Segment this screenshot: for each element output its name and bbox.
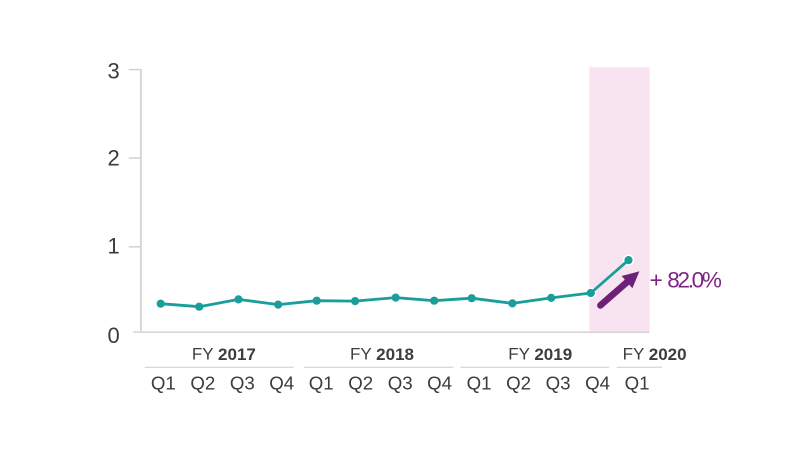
svg-text:FY 2020: FY 2020 xyxy=(623,345,687,364)
svg-text:FY 2019: FY 2019 xyxy=(508,345,572,364)
svg-text:3: 3 xyxy=(108,59,120,84)
svg-text:Q4: Q4 xyxy=(427,373,452,394)
svg-text:Q2: Q2 xyxy=(348,373,373,394)
svg-text:Q3: Q3 xyxy=(388,373,413,394)
svg-text:+: + xyxy=(650,268,663,293)
svg-text:Q1: Q1 xyxy=(151,373,176,394)
svg-text:Q1: Q1 xyxy=(467,373,492,394)
svg-text:Q1: Q1 xyxy=(625,373,650,394)
svg-text:Q1: Q1 xyxy=(309,373,334,394)
svg-text:Q4: Q4 xyxy=(269,373,294,394)
svg-text:1: 1 xyxy=(108,234,120,259)
svg-text:FY 2018: FY 2018 xyxy=(350,345,414,364)
svg-text:Q2: Q2 xyxy=(190,373,215,394)
svg-text:FY 2017: FY 2017 xyxy=(192,345,256,364)
svg-text:2: 2 xyxy=(108,145,120,170)
svg-text:Q3: Q3 xyxy=(546,373,571,394)
svg-text:Q4: Q4 xyxy=(585,373,610,394)
svg-text:0: 0 xyxy=(108,323,120,348)
svg-text:82.0%: 82.0% xyxy=(667,268,722,293)
svg-text:Q3: Q3 xyxy=(230,373,255,394)
svg-text:Q2: Q2 xyxy=(506,373,531,394)
